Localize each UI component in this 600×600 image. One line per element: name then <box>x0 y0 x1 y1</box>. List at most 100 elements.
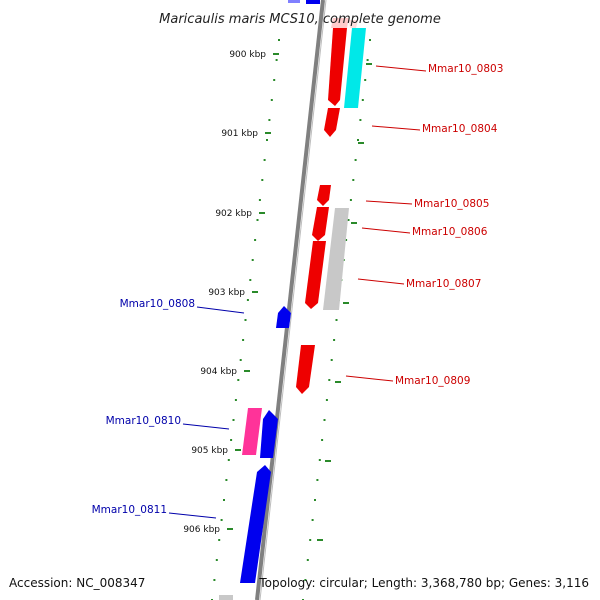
ring-dot <box>230 439 233 441</box>
ring-dot <box>239 359 242 361</box>
gene-feature <box>306 0 320 4</box>
ring-dot <box>225 479 228 481</box>
gene-feature <box>349 20 358 28</box>
ring-dot <box>335 319 338 321</box>
ring-dot <box>244 319 247 321</box>
ring-dot <box>268 119 271 121</box>
gene-label: Mmar10_0807 <box>406 278 481 290</box>
gene-feature <box>323 208 349 310</box>
ring-guides <box>211 39 371 600</box>
gene-feature <box>328 28 347 106</box>
ring-dot <box>359 119 362 121</box>
ring-dot <box>215 559 218 561</box>
tick-label: 903 kbp <box>208 288 245 298</box>
tick-label: 902 kbp <box>215 209 252 219</box>
ring-dot <box>361 99 364 101</box>
genome-summary: Topology: circular; Length: 3,368,780 bp… <box>258 576 589 590</box>
gene-labels: Mmar10_0803 Mmar10_0804 Mmar10_0805 Mmar10_… <box>92 63 503 519</box>
ring-dot <box>314 499 316 501</box>
label-leader-line <box>371 125 421 131</box>
ring-dot <box>237 379 240 381</box>
label-leader-line <box>182 423 230 430</box>
ring-dot <box>352 179 355 181</box>
accession-text: Accession: NC_008347 <box>9 576 145 590</box>
ring-dot <box>345 239 348 241</box>
ring-dot <box>227 459 230 461</box>
map-title: Maricaulis maris MCS10, complete genome <box>159 12 441 27</box>
gene-feature <box>296 345 315 394</box>
label-leader-line <box>196 306 245 314</box>
gene-feature <box>324 108 340 137</box>
gene-features <box>219 0 366 600</box>
tick-label: 901 kbp <box>221 129 258 139</box>
ring-dot <box>263 159 266 161</box>
gene-label: Mmar10_0810 <box>106 415 181 427</box>
label-leader-line <box>365 200 413 205</box>
ring-dot <box>325 399 328 401</box>
tick-label: 904 kbp <box>200 367 237 377</box>
gene-feature <box>312 207 329 241</box>
ring-dot <box>311 519 314 521</box>
label-leader-line <box>168 512 217 519</box>
ring-dot <box>304 579 307 581</box>
ring-dot <box>232 419 235 421</box>
tick-label: 906 kbp <box>183 525 220 535</box>
ring-dot <box>275 59 278 61</box>
ring-dot <box>251 259 254 261</box>
gene-label: Mmar10_0805 <box>414 198 489 210</box>
gene-feature <box>240 465 271 583</box>
ring-dot <box>273 79 276 81</box>
gene-label: Mmar10_0811 <box>92 504 167 516</box>
ring-dot <box>349 199 352 201</box>
ring-dot <box>256 219 259 221</box>
tick-label: 900 kbp <box>229 50 266 60</box>
ring-dot <box>316 479 319 481</box>
gene-feature <box>242 408 262 455</box>
gene-feature <box>276 306 291 328</box>
label-leader-line <box>361 227 411 234</box>
gene-feature <box>288 0 300 3</box>
ring-dot <box>366 59 369 61</box>
ring-dot <box>318 459 321 461</box>
tick-label: 905 kbp <box>191 446 228 456</box>
ring-dot <box>330 359 333 361</box>
gene-label: Mmar10_0808 <box>120 298 195 310</box>
ring-dot <box>369 39 371 41</box>
ring-dot <box>261 179 264 181</box>
gene-label: Mmar10_0804 <box>422 123 498 135</box>
position-ticks: 900 kbp 901 kbp 902 kbp 903 kbp 904 kbp 905 k… <box>183 50 372 541</box>
ring-dot <box>270 99 273 101</box>
ring-dot <box>220 519 223 521</box>
gene-feature <box>260 410 278 458</box>
label-leader-line <box>357 278 405 285</box>
ring-dot <box>213 579 216 581</box>
ring-dot <box>234 399 237 401</box>
gene-label: Mmar10_0806 <box>412 226 488 238</box>
ring-dot <box>321 439 324 441</box>
ring-dot <box>218 539 221 541</box>
gene-feature <box>219 595 233 600</box>
ring-dot <box>278 39 280 41</box>
backbone <box>255 0 327 600</box>
label-leader-line <box>375 65 427 72</box>
gene-label: Mmar10_0803 <box>428 63 503 75</box>
ring-dot <box>306 559 309 561</box>
ring-dot <box>364 79 367 81</box>
ring-dot <box>309 539 312 541</box>
gene-feature <box>344 28 366 108</box>
ring-dot <box>242 339 245 341</box>
ring-dot <box>328 379 331 381</box>
ring-dot <box>249 279 252 281</box>
ring-dot <box>323 419 326 421</box>
ring-dot <box>258 199 261 201</box>
ring-dot <box>333 339 336 341</box>
ring-dot <box>223 499 225 501</box>
ring-dot <box>347 219 350 221</box>
ring-dot <box>254 239 257 241</box>
label-leader-line <box>345 375 394 382</box>
gene-label: Mmar10_0809 <box>395 375 470 387</box>
gene-feature <box>317 185 331 206</box>
gene-feature <box>331 18 349 28</box>
ring-dot <box>246 299 249 301</box>
